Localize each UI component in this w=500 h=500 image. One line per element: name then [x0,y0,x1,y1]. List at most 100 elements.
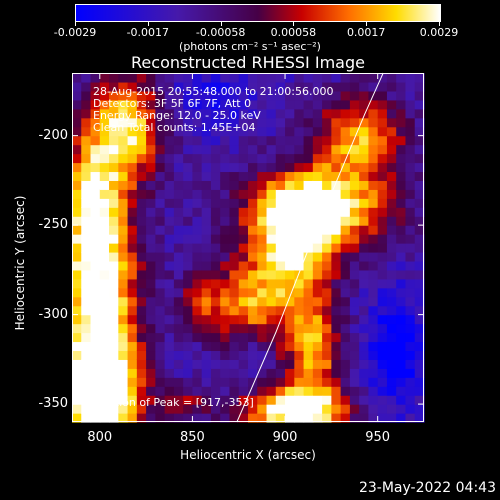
heatmap-cell [405,216,416,226]
heatmap-cell [183,323,194,334]
heatmap-cell [81,117,92,128]
heatmap-cell [414,368,425,378]
heatmap-cell [331,332,342,343]
heatmap-cell [331,305,342,316]
heatmap-cell [266,207,277,217]
heatmap-cell [294,162,305,173]
heatmap-cell [238,386,249,396]
heatmap-cell [322,278,332,289]
heatmap-cell [90,108,101,119]
heatmap-cell [99,144,110,155]
heatmap-cell [146,305,156,316]
heatmap-cell [368,251,379,262]
heatmap-cell [109,126,119,137]
heatmap-cell [340,314,351,325]
heatmap-cell [349,296,360,307]
colorbar-tick-label: -0.00058 [195,26,246,39]
heatmap-cell [173,377,184,387]
heatmap-cell [72,341,82,352]
heatmap-cell [220,251,231,262]
heatmap-cell [405,251,416,262]
heatmap-cell [405,99,416,110]
heatmap-cell [118,73,129,83]
heatmap-cell [349,251,360,262]
heatmap-cell [294,314,305,325]
heatmap-cell [396,162,407,173]
heatmap-cell [136,332,147,343]
heatmap-cell [136,207,147,217]
heatmap-cell [81,126,92,137]
heatmap-cell [340,269,351,280]
heatmap-cell [322,296,332,307]
heatmap-cell [368,314,379,325]
heatmap-cell [99,126,110,137]
heatmap-cell [210,225,221,235]
heatmap-cell [285,117,295,128]
heatmap-cell [266,269,277,280]
heatmap-cell [155,117,166,128]
heatmap-cell [377,332,388,343]
heatmap-cell [386,287,397,298]
heatmap-cell [257,225,268,235]
heatmap-cell [118,341,129,352]
heatmap-cell [396,314,407,325]
heatmap-cell [386,305,397,316]
heatmap-cell [136,144,147,155]
heatmap-cell [396,278,407,289]
heatmap-cell [248,108,258,119]
heatmap-cell [210,171,221,181]
heatmap-cell [173,243,184,253]
heatmap-cell [248,81,258,92]
heatmap-cell [183,126,194,137]
heatmap-cell [405,153,416,164]
heatmap-cell [396,126,407,137]
heatmap-cell [349,81,360,92]
heatmap-cell [266,153,277,164]
heatmap-cell [220,395,231,405]
heatmap-cell [155,296,166,307]
heatmap-cell [229,180,240,190]
heatmap-cell [109,404,119,414]
heatmap-cell [72,305,82,316]
heatmap-cell [359,189,370,199]
heatmap-cell [405,73,416,83]
heatmap-cell [118,126,129,137]
heatmap-cell [294,386,305,396]
heatmap-cell [146,234,156,244]
heatmap-cell [414,153,425,164]
heatmap-cell [109,135,119,146]
heatmap-cell [248,296,258,307]
heatmap-cell [285,359,295,369]
heatmap-cell [201,234,212,244]
heatmap-cell [146,180,156,190]
heatmap-cell [220,171,231,181]
heatmap-cell [294,377,305,387]
heatmap-cell [359,260,370,271]
heatmap-cell [248,413,258,423]
heatmap-cell [118,171,129,181]
x-axis-label: Heliocentric X (arcsec) [180,448,316,462]
heatmap-cell [72,108,82,119]
heatmap-cell [229,260,240,271]
heatmap-cell [368,73,379,83]
heatmap-cell [303,359,314,369]
heatmap-cell [136,296,147,307]
heatmap-cell [220,332,231,343]
heatmap-cell [90,296,101,307]
heatmap-cell [266,234,277,244]
plot-frame [72,73,424,422]
heatmap-cell [377,278,388,289]
heatmap-cell [183,368,194,378]
heatmap-cell [405,108,416,119]
heatmap-cell [229,350,240,360]
heatmap-cell [238,73,249,83]
heatmap-cell [72,377,82,387]
heatmap-cell [377,260,388,271]
heatmap-cell [192,81,203,92]
heatmap-cell [248,305,258,316]
heatmap-cell [72,404,82,414]
heatmap-cell [266,350,277,360]
heatmap-cell [81,81,92,92]
heatmap-cell [414,234,425,244]
heatmap-cell [220,269,231,280]
